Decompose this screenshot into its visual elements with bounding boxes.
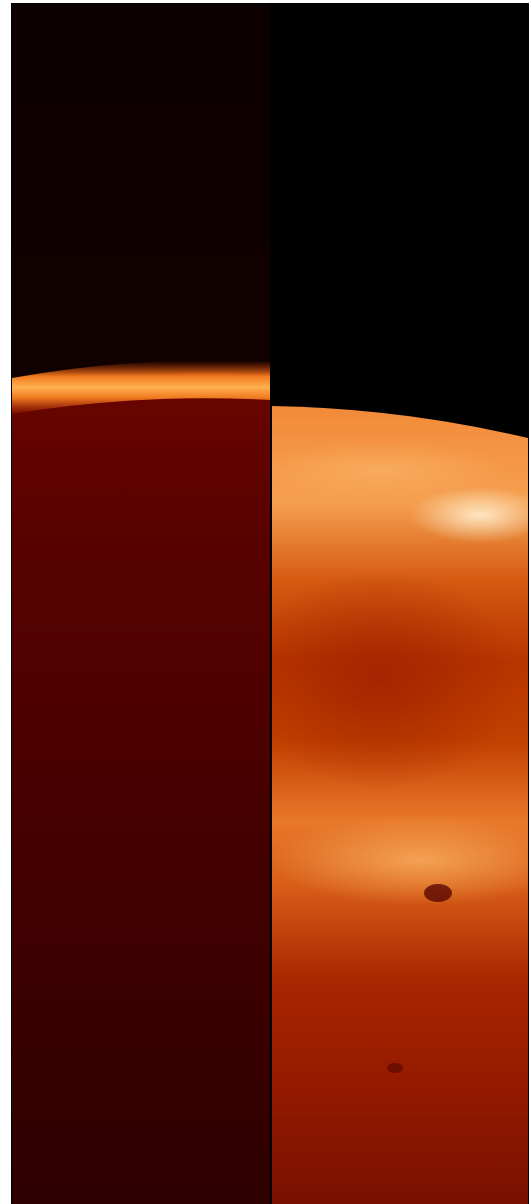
- left-disk: [12, 373, 270, 1204]
- image-composite: [0, 0, 531, 1204]
- dark-spot: [424, 884, 452, 902]
- page: (() => { const data = JSON.parse(documen…: [0, 0, 531, 1204]
- dark-spot: [387, 1063, 403, 1073]
- bright-band: [250, 440, 510, 500]
- divider: [270, 4, 272, 1204]
- vortex: [240, 570, 520, 790]
- left-panel: [12, 4, 270, 1204]
- right-panel: [240, 4, 531, 1204]
